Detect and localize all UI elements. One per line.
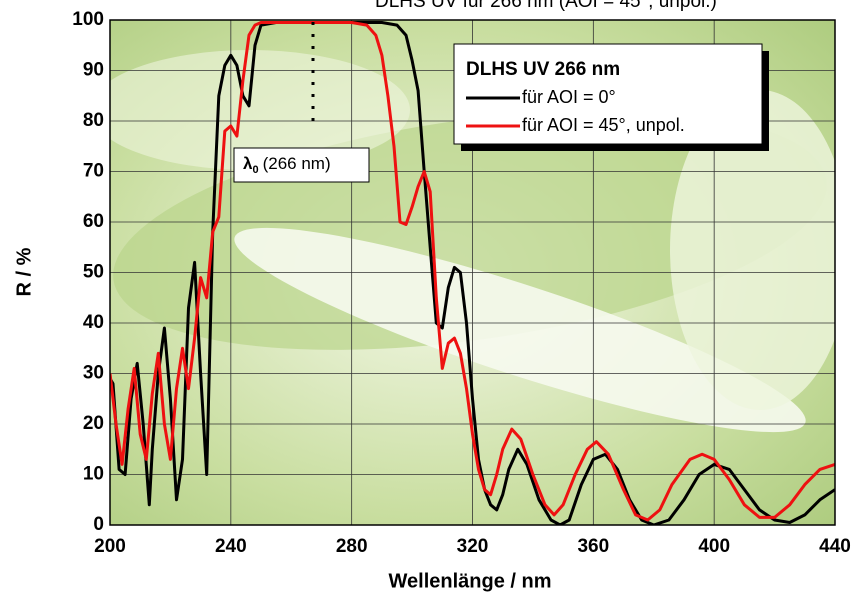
- annotation-symbol: λ: [243, 154, 253, 173]
- y-tick-label: 30: [83, 363, 104, 384]
- legend: DLHS UV 266 nm für AOI = 0° für AOI = 45°…: [453, 43, 769, 151]
- x-tick-label: 440: [819, 536, 851, 557]
- lines: [110, 21, 835, 525]
- x-tick-label: 400: [698, 536, 730, 557]
- x-tick-label: 200: [94, 536, 126, 557]
- annotation-label: (266 nm): [263, 154, 331, 173]
- y-tick-label: 70: [83, 161, 104, 182]
- legend-label: für AOI = 0°: [522, 87, 616, 107]
- annotation-subscript: 0: [252, 164, 258, 176]
- annotation-text: λ0 (266 nm): [243, 154, 331, 175]
- annotation-box: [233, 147, 370, 183]
- y-tick-label: 0: [93, 514, 104, 535]
- annotation: λ0 (266 nm): [233, 147, 370, 183]
- y-tick-label: 10: [83, 464, 104, 485]
- y-axis-label: R / %: [13, 247, 35, 296]
- y-tick-label: 60: [83, 211, 104, 232]
- y-tick-label: 50: [83, 262, 104, 283]
- y-tick-label: 80: [83, 110, 104, 131]
- y-tick-label: 40: [83, 312, 104, 333]
- legend-label: für AOI = 45°, unpol.: [522, 115, 685, 135]
- chart-title: DLHS UV für 266 nm (AOI = 45°, unpol.): [375, 0, 717, 12]
- legend-title: DLHS UV 266 nm: [466, 59, 620, 80]
- series-line: [110, 21, 835, 522]
- plot-frame: [109, 19, 836, 526]
- x-tick-label: 360: [577, 536, 609, 557]
- x-tick-label: 320: [457, 536, 489, 557]
- y-tick-label: 100: [72, 9, 104, 30]
- y-tick-label: 90: [83, 60, 104, 81]
- x-tick-label: 280: [336, 536, 368, 557]
- x-axis-label: Wellenlänge / nm: [389, 570, 552, 592]
- series-line: [110, 21, 835, 525]
- x-tick-label: 240: [215, 536, 247, 557]
- y-tick-label: 20: [83, 413, 104, 434]
